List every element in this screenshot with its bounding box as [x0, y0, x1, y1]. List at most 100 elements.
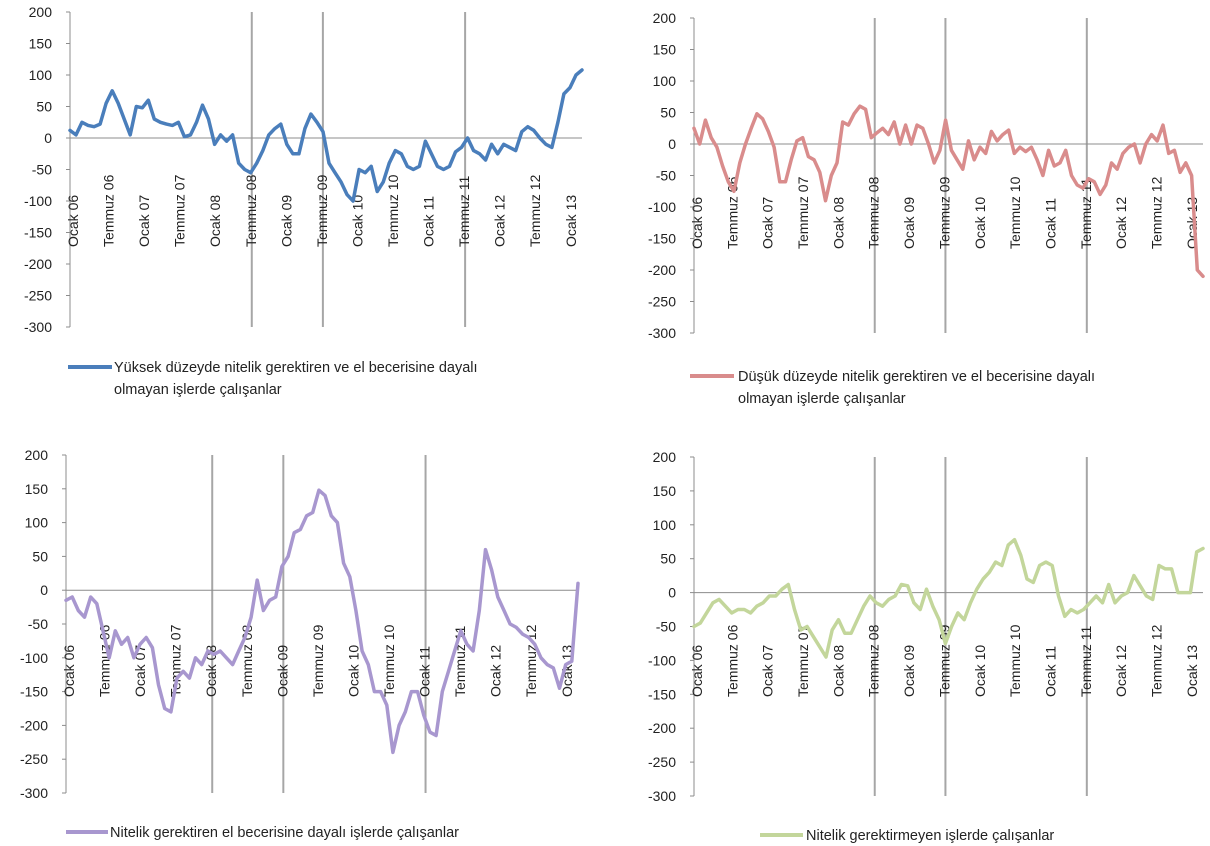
- y-tick-label: -200: [648, 262, 676, 278]
- x-category-label: Ocak 08: [207, 195, 223, 247]
- x-category-label: Temmuz 10: [1007, 624, 1023, 697]
- x-category-label: Temmuz 08: [866, 624, 882, 697]
- y-tick-label: 0: [668, 136, 676, 152]
- y-tick-label: -250: [648, 754, 676, 770]
- x-category-label: Ocak 12: [488, 645, 504, 697]
- legend-label: Nitelik gerektiren el becerisine dayalı …: [110, 825, 459, 841]
- y-tick-label: -250: [20, 751, 48, 767]
- legend-label: Nitelik gerektirmeyen işlerde çalışanlar: [806, 828, 1054, 844]
- y-tick-label: -100: [648, 652, 676, 668]
- x-category-label: Temmuz 11: [1078, 177, 1094, 249]
- x-category-label: Ocak 10: [349, 195, 365, 247]
- y-tick-label: 150: [653, 42, 677, 58]
- y-tick-label: -300: [20, 785, 48, 801]
- x-category-label: Ocak 07: [136, 195, 152, 247]
- x-category-label: Ocak 12: [1113, 197, 1129, 249]
- y-tick-label: -250: [648, 294, 676, 310]
- y-tick-label: -150: [24, 225, 52, 241]
- x-category-label: Ocak 08: [203, 645, 219, 697]
- legend-label: Düşük düzeyde nitelik gerektiren ve el b…: [738, 369, 1095, 385]
- y-tick-label: -150: [648, 686, 676, 702]
- y-tick-label: -250: [24, 288, 52, 304]
- x-category-label: Temmuz 07: [795, 624, 811, 697]
- x-category-label: Ocak 11: [417, 646, 433, 697]
- y-tick-label: 0: [40, 582, 48, 598]
- x-category-label: Ocak 10: [972, 645, 988, 697]
- x-category-label: Ocak 07: [132, 645, 148, 697]
- chart-low-skill-nonmanual: 200 150 100 50 0 -50 -100 -150 -200 -250 -300 Ocak …: [648, 10, 1205, 407]
- chart-unskilled: 200 150 100 50 0 -50 -100 -150 -200 -250 -300 Ocak …: [648, 449, 1205, 844]
- legend-label: olmayan işlerde çalışanlar: [738, 391, 906, 407]
- x-category-label: Ocak 12: [492, 195, 508, 247]
- x-category-label: Ocak 11: [1042, 198, 1058, 249]
- x-category-label: Ocak 06: [689, 645, 705, 697]
- y-tick-label: -300: [648, 788, 676, 804]
- x-category-label: Ocak 06: [61, 645, 77, 697]
- x-category-label: Temmuz 12: [1149, 624, 1165, 697]
- x-category-label: Ocak 12: [1113, 645, 1129, 697]
- y-tick-label: 0: [668, 585, 676, 601]
- x-category-label: Temmuz 07: [168, 624, 184, 697]
- y-tick-label: -200: [24, 256, 52, 272]
- x-category-label: Temmuz 09: [936, 176, 952, 249]
- x-category-label: Ocak 10: [972, 197, 988, 249]
- x-category-label: Temmuz 09: [314, 174, 330, 247]
- y-tick-label: -300: [24, 319, 52, 335]
- series-line: [68, 68, 584, 203]
- y-tick-label: -50: [656, 168, 676, 184]
- x-category-label: Temmuz 06: [724, 176, 740, 249]
- y-tick-label: -50: [656, 619, 676, 635]
- x-category-label: Ocak 13: [563, 195, 579, 247]
- x-category-label: Temmuz 12: [527, 174, 543, 247]
- series-line: [692, 104, 1205, 279]
- y-tick-label: 100: [29, 67, 53, 83]
- series-line: [692, 537, 1205, 659]
- y-tick-label: -50: [28, 616, 48, 632]
- x-category-label: Ocak 08: [830, 197, 846, 249]
- x-category-label: Temmuz 12: [1149, 176, 1165, 249]
- x-category-label: Ocak 11: [421, 196, 437, 247]
- legend-label: olmayan işlerde çalışanlar: [114, 382, 282, 398]
- y-tick-label: 100: [653, 517, 677, 533]
- x-category-label: Temmuz 06: [724, 624, 740, 697]
- y-tick-label: 200: [25, 447, 49, 463]
- y-tick-label: -100: [24, 193, 52, 209]
- x-category-label: Temmuz 10: [385, 174, 401, 247]
- x-category-label: Temmuz 11: [1078, 625, 1094, 697]
- x-category-label: Temmuz 08: [866, 176, 882, 249]
- y-tick-label: 100: [653, 73, 677, 89]
- x-category-label: Temmuz 10: [381, 624, 397, 697]
- y-tick-label: -200: [20, 717, 48, 733]
- x-category-label: Ocak 09: [901, 197, 917, 249]
- y-tick-label: -100: [20, 650, 48, 666]
- x-category-label: Ocak 07: [760, 197, 776, 249]
- x-category-label: Ocak 06: [689, 197, 705, 249]
- y-tick-label: -200: [648, 720, 676, 736]
- y-tick-label: -50: [32, 162, 52, 178]
- y-tick-label: -300: [648, 325, 676, 341]
- y-tick-label: -150: [20, 684, 48, 700]
- x-category-label: Ocak 13: [1184, 645, 1200, 697]
- y-tick-label: -100: [648, 199, 676, 215]
- y-tick-label: 50: [36, 99, 52, 115]
- x-category-label: Ocak 09: [901, 645, 917, 697]
- y-tick-label: 150: [25, 481, 49, 497]
- chart-high-skill-nonmanual: 200 150 100 50 0 -50 -100 -150 -200 -250 -300 Ocak …: [24, 4, 584, 398]
- x-category-label: Temmuz 11: [456, 175, 472, 247]
- y-tick-label: 50: [660, 105, 676, 121]
- x-category-label: Temmuz 10: [1007, 176, 1023, 249]
- y-tick-label: 0: [44, 130, 52, 146]
- x-category-label: Temmuz 07: [795, 176, 811, 249]
- x-category-label: Ocak 09: [274, 645, 290, 697]
- y-tick-label: 200: [29, 4, 53, 20]
- legend-label: Yüksek düzeyde nitelik gerektiren ve el …: [114, 360, 478, 376]
- y-tick-label: 50: [32, 548, 48, 564]
- x-category-label: Ocak 10: [345, 645, 361, 697]
- y-tick-label: 200: [653, 449, 677, 465]
- y-tick-label: 150: [29, 36, 53, 52]
- x-category-label: Temmuz 08: [243, 174, 259, 247]
- x-category-label: Ocak 07: [760, 645, 776, 697]
- x-category-label: Ocak 11: [1042, 646, 1058, 697]
- x-category-label: Ocak 09: [278, 195, 294, 247]
